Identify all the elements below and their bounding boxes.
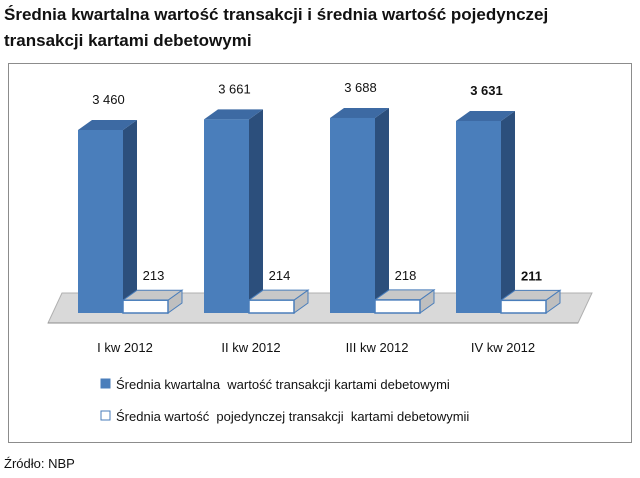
legend-swatch [100, 410, 111, 421]
bar-series2 [248, 299, 295, 314]
bar-series2 [374, 299, 421, 314]
bar-series1-side [249, 109, 263, 313]
bar-series1 [78, 130, 123, 313]
chart-title: Średnia kwartalna wartość transakcji i ś… [4, 2, 634, 54]
data-label-series2: 214 [269, 268, 291, 283]
bar-series1-top [330, 107, 389, 118]
data-label-series1: 3 688 [344, 80, 377, 95]
bar-series1-side [501, 110, 515, 313]
chart-title-line-2: transakcji kartami debetowymi [4, 31, 252, 50]
chart-title-line-1: Średnia kwartalna wartość transakcji i ś… [4, 5, 549, 24]
data-label-series2: 218 [395, 268, 417, 283]
bar-series1-side [375, 107, 389, 313]
data-label-series2: 213 [143, 268, 165, 283]
bar-series2 [122, 299, 169, 314]
bar-series1-top [78, 120, 137, 130]
source-note: Źródło: NBP [4, 456, 75, 471]
data-label-series2: 211 [521, 268, 542, 283]
data-label-series1: 3 460 [92, 92, 125, 107]
legend-label: Średnia wartość pojedynczej transakcji k… [116, 409, 469, 424]
x-tick-label: III kw 2012 [346, 340, 409, 355]
bar-series1 [330, 117, 375, 313]
data-label-series1: 3 661 [218, 81, 251, 96]
bar-series1 [456, 120, 501, 313]
data-label-series1: 3 631 [470, 83, 503, 98]
bar-series2 [500, 299, 547, 314]
bar-series1-top [204, 109, 263, 120]
x-tick-label: II kw 2012 [221, 340, 280, 355]
bar-series1-side [123, 120, 137, 313]
bar-series1 [204, 119, 249, 313]
x-tick-label: IV kw 2012 [471, 340, 535, 355]
legend-swatch [100, 378, 111, 389]
legend-label: Średnia kwartalna wartość transakcji kar… [116, 377, 450, 392]
bar-series1-top [456, 110, 515, 121]
x-tick-label: I kw 2012 [97, 340, 153, 355]
